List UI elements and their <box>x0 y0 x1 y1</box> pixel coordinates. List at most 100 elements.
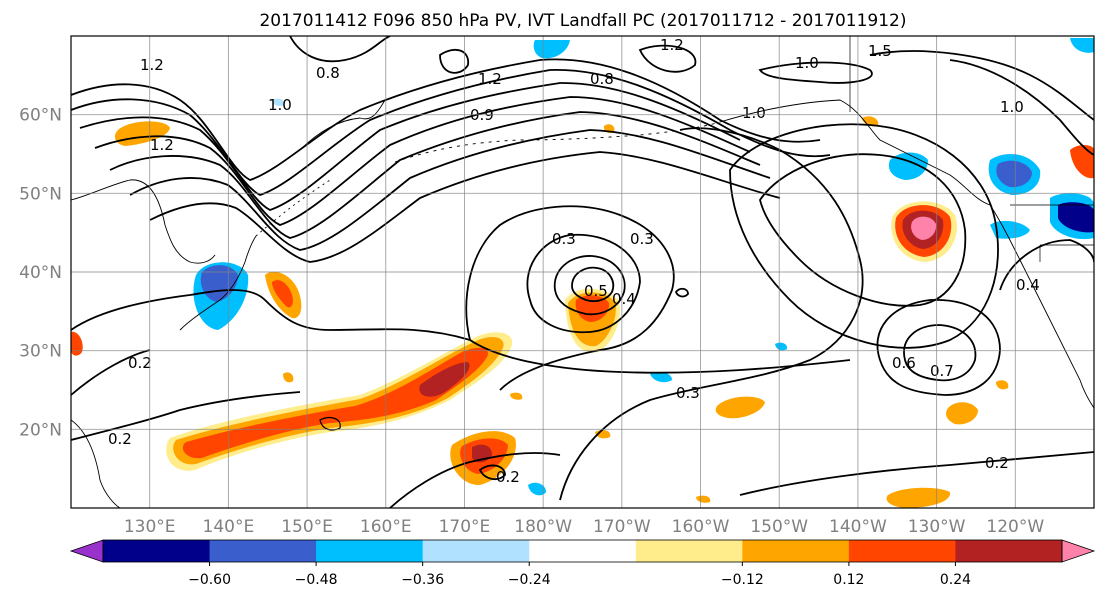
shade-band-red <box>182 347 489 459</box>
shade-coast-neg <box>990 220 1030 239</box>
contour-central-outer <box>465 205 675 391</box>
contour-label: 1.2 <box>478 70 502 88</box>
coast-kurils <box>255 179 331 237</box>
colorbar-tick-label: 0.12 <box>833 572 864 588</box>
shade-small-neg-3 <box>775 342 788 351</box>
contour-north-4 <box>758 61 873 84</box>
shade-east-edge <box>1070 145 1094 179</box>
coast-alaska <box>719 99 991 206</box>
lat-label: 40°N <box>19 263 62 283</box>
shade-arctic-neg <box>1070 38 1094 53</box>
colorbar-segment <box>742 540 850 562</box>
contour-label: 0.7 <box>930 362 954 380</box>
contour-north-2 <box>439 48 469 74</box>
colorbar-tick-label: 0.24 <box>940 572 971 588</box>
coast-canada-border <box>849 36 1094 262</box>
colorbar-segment <box>103 540 211 562</box>
lon-label: 120°W <box>986 517 1044 537</box>
map-area: 1.2 0.8 1.2 1.2 0.8 1.0 1.5 1.0 1.0 0.9 … <box>70 35 1095 509</box>
colorbar-extend-low <box>69 539 104 563</box>
contour-eastern-ridge-2 <box>729 123 999 349</box>
contour-02-mid <box>389 452 561 508</box>
contour-thin-loop <box>319 417 341 431</box>
coast-kamchatka <box>299 99 386 151</box>
colorbar-outline <box>102 539 1063 563</box>
lon-label: 150°W <box>750 517 808 537</box>
shade-band-dark <box>419 362 470 397</box>
contour-label: 1.0 <box>795 54 819 72</box>
contour-small-loop-2 <box>478 464 506 481</box>
colorbar-segment <box>635 540 743 562</box>
contour-north-5 <box>869 50 1094 121</box>
coast-asia <box>71 179 216 508</box>
pv-shading-negative <box>193 38 1094 496</box>
contour-jet-4 <box>94 96 751 226</box>
longitude-labels: 130°E 140°E 150°E 160°E 170°E 180°W 170°W 160°W… <box>124 517 1045 537</box>
shade-japan-sea-red <box>272 280 293 308</box>
latitude-labels: 60°N 50°N 40°N 30°N 20°N <box>19 106 62 441</box>
shade-small-neg-1 <box>650 372 672 383</box>
lon-label: 130°E <box>124 517 176 537</box>
colorbar-segment <box>316 540 424 562</box>
lon-label: 160°W <box>672 517 730 537</box>
contour-subtropical <box>71 289 851 374</box>
contour-label: 1.2 <box>150 136 174 154</box>
contour-label: 0.2 <box>496 468 520 486</box>
shade-small-1 <box>283 372 294 383</box>
colorbar-segment <box>209 540 317 562</box>
colorbar-segment <box>955 540 1063 562</box>
shade-kamchatka <box>114 121 170 146</box>
graticule <box>71 36 1094 508</box>
shade-bc-neg-dark <box>996 160 1032 188</box>
shade-sw-coast <box>946 402 978 425</box>
contour-label: 0.2 <box>128 354 152 372</box>
colorbar: −0.60 −0.48 −0.36 −0.24 −0.12 0.12 0.24 <box>69 539 1096 588</box>
map-frame <box>70 35 1095 509</box>
colorbar-tick-label: −0.48 <box>295 572 338 588</box>
shade-small-3 <box>996 380 1009 390</box>
lon-label: 170°E <box>439 517 491 537</box>
contour-label: 0.3 <box>676 384 700 402</box>
colorbar-segment <box>529 540 637 562</box>
contour-small-loop-1 <box>674 287 689 298</box>
colorbar-tick-label: −0.12 <box>721 572 764 588</box>
lat-label: 50°N <box>19 184 62 204</box>
contour-label: 0.2 <box>985 454 1009 472</box>
colorbar-tick-label: −0.60 <box>188 572 231 588</box>
lat-label: 20°N <box>19 420 62 440</box>
contour-label: 0.3 <box>552 230 576 248</box>
contour-eastern-ridge-1 <box>759 153 967 307</box>
contour-label: 1.5 <box>868 42 892 60</box>
contour-label: 1.0 <box>268 96 292 114</box>
lon-label: 130°W <box>908 517 966 537</box>
contour-02-west <box>71 349 151 396</box>
contour-07-inner <box>903 324 977 382</box>
contour-central-04 <box>553 255 626 316</box>
coast-japan <box>179 235 257 331</box>
contour-label: 0.8 <box>316 64 340 82</box>
contour-label: 0.2 <box>108 430 132 448</box>
contour-06-07 <box>876 299 1001 396</box>
shade-small-7 <box>696 495 711 503</box>
shade-small-neg-2 <box>528 482 546 496</box>
lon-label: 140°W <box>829 517 887 537</box>
shade-small-neg-4 <box>272 98 285 106</box>
coastlines <box>71 36 1094 508</box>
contour-label: 0.4 <box>612 290 636 308</box>
contour-north-3 <box>638 44 697 73</box>
shade-hawaii-east <box>715 396 765 419</box>
lat-label: 60°N <box>19 106 62 126</box>
contour-label: 0.5 <box>584 282 608 300</box>
contour-label: 0.3 <box>630 230 654 248</box>
contour-central-03 <box>526 233 641 334</box>
contour-jet-6 <box>129 129 771 251</box>
shade-ne-pink <box>911 216 937 240</box>
lon-label: 150°E <box>281 517 333 537</box>
shade-south-east <box>886 487 951 508</box>
shade-central-red <box>575 295 610 322</box>
lat-label: 30°N <box>19 342 62 362</box>
colorbar-tick-label: −0.24 <box>508 572 551 588</box>
shade-west-edge <box>71 331 83 356</box>
lon-label: 160°E <box>360 517 412 537</box>
lon-label: 180°W <box>514 517 572 537</box>
